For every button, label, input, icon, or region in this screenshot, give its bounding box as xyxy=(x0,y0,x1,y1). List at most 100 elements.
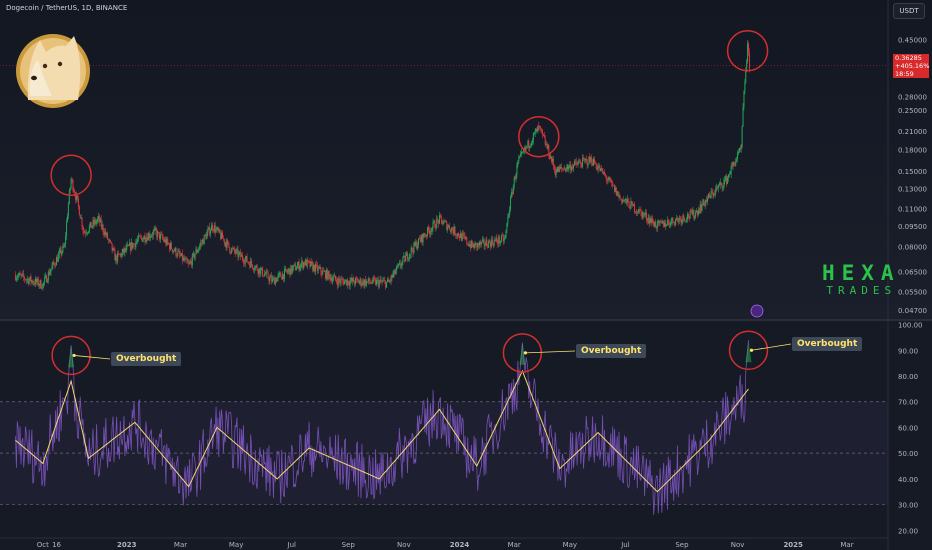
candle-body xyxy=(233,247,235,252)
candle-body xyxy=(107,233,109,240)
candle-body xyxy=(727,174,729,178)
candle-body xyxy=(242,255,244,260)
candle-body xyxy=(455,234,457,236)
candle-body xyxy=(426,235,428,236)
candle-body xyxy=(142,238,144,242)
candle-body xyxy=(665,222,667,227)
candle-body xyxy=(413,242,415,253)
candle-body xyxy=(448,225,450,230)
candle-body xyxy=(383,280,385,281)
candle-body xyxy=(562,168,564,170)
candle-body xyxy=(258,268,260,274)
candle-body xyxy=(188,263,190,264)
candle-body xyxy=(81,217,83,227)
candle-body xyxy=(146,236,148,241)
doge-eye-right xyxy=(57,61,63,67)
candle-body xyxy=(621,198,623,203)
candle-body xyxy=(155,227,157,232)
candle-body xyxy=(630,201,632,209)
candle-body xyxy=(281,277,283,280)
current-price-value: 0.36285 xyxy=(895,54,922,62)
candle-body xyxy=(675,219,677,225)
candle-body xyxy=(252,264,254,269)
candle-body xyxy=(551,158,553,162)
candle-body xyxy=(213,225,215,231)
candle-body xyxy=(608,177,610,181)
candle-body xyxy=(197,250,199,253)
candle-body xyxy=(577,162,579,165)
candle-body xyxy=(729,174,731,175)
event-marker xyxy=(750,304,764,318)
candle-body xyxy=(315,264,317,265)
currency-button[interactable]: USDT xyxy=(893,3,925,19)
candle-body xyxy=(613,185,615,192)
candle-body xyxy=(132,243,134,248)
candle-body xyxy=(606,179,608,181)
candle-body xyxy=(334,275,336,277)
candle-body xyxy=(84,232,86,234)
candle-body xyxy=(193,252,195,259)
candle-body xyxy=(536,128,538,132)
candle-body xyxy=(479,241,481,245)
candle-body xyxy=(355,278,357,279)
candle-body xyxy=(83,230,85,234)
candle-body xyxy=(36,278,38,283)
candle-body xyxy=(739,148,741,150)
rsi-peak-circle-2 xyxy=(502,333,543,373)
candle-body xyxy=(305,259,307,267)
candle-body xyxy=(588,156,590,165)
candle-body xyxy=(354,282,356,285)
candle-body xyxy=(77,198,79,206)
candle-body xyxy=(688,217,690,218)
candle-body xyxy=(511,192,513,195)
candle-body xyxy=(227,240,229,243)
candle-body xyxy=(172,250,174,252)
candle-body xyxy=(634,212,636,213)
candle-body xyxy=(602,168,604,174)
candle-body xyxy=(715,188,717,194)
candle-body xyxy=(432,221,434,228)
candle-body xyxy=(708,193,710,196)
candle-body xyxy=(670,220,672,225)
candle-body xyxy=(82,226,84,231)
candle-body xyxy=(652,218,654,223)
candle-body xyxy=(127,244,129,246)
candle-body xyxy=(582,157,584,167)
candle-body xyxy=(178,251,180,253)
candle-body xyxy=(674,222,676,225)
candle-body xyxy=(481,239,483,242)
candle-body xyxy=(495,237,497,241)
candle-body xyxy=(340,279,342,283)
candle-body xyxy=(425,235,427,237)
candle-body xyxy=(463,234,465,236)
candle-body xyxy=(636,211,638,213)
candle-body xyxy=(491,239,493,244)
candle-body xyxy=(436,218,438,229)
candle-body xyxy=(720,182,722,184)
candle-body xyxy=(586,159,588,166)
candle-body xyxy=(198,248,200,251)
candle-body xyxy=(441,219,443,225)
candle-body xyxy=(73,190,75,192)
bar-countdown: 18:59 xyxy=(895,70,914,78)
candle-body xyxy=(101,224,103,227)
time-tick-label: 2023 xyxy=(117,541,137,549)
candle-body xyxy=(175,247,177,256)
candle-body xyxy=(743,91,745,107)
candle-body xyxy=(231,248,233,254)
candle-body xyxy=(541,130,543,134)
candle-body xyxy=(453,226,455,234)
candle-body xyxy=(130,242,132,251)
candle-body xyxy=(552,158,554,167)
candle-body xyxy=(51,266,53,270)
price-candles xyxy=(14,39,750,291)
candle-body xyxy=(380,279,382,282)
candle-body xyxy=(151,235,153,237)
candle-body xyxy=(649,218,651,224)
logo-line-1: HEXA xyxy=(822,261,901,285)
candle-body xyxy=(43,282,45,284)
candle-body xyxy=(107,239,109,241)
candle-body xyxy=(208,226,210,230)
candle-body xyxy=(567,164,569,170)
candle-body xyxy=(669,224,671,226)
